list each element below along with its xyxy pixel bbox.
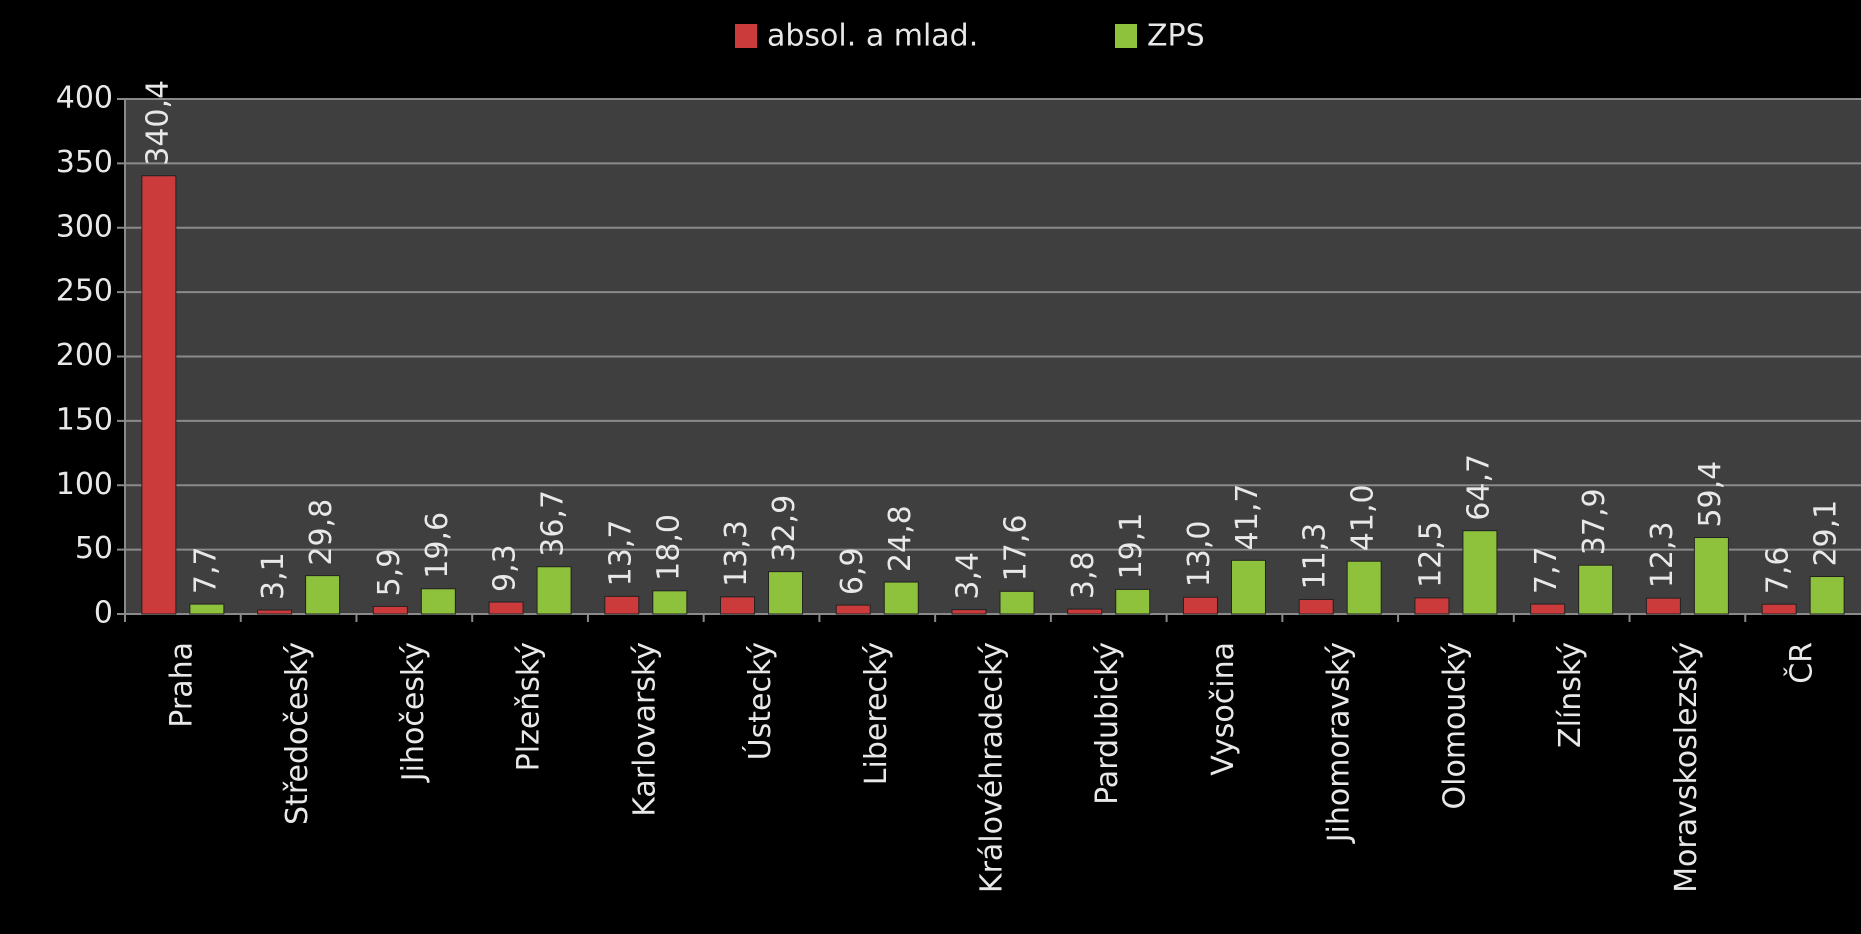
x-tick-label: Pardubický (1090, 642, 1125, 805)
y-tick-label: 400 (56, 81, 113, 116)
bar (1530, 603, 1566, 615)
bar (999, 590, 1035, 615)
bar (1182, 596, 1218, 615)
legend-label: absol. a mlad. (767, 19, 978, 54)
value-label: 340,4 (140, 80, 175, 166)
x-tick-label: Zlínský (1553, 642, 1588, 748)
x-tick-label: Jihočeský (396, 642, 431, 783)
legend-swatch (1115, 24, 1137, 48)
value-label: 41,7 (1230, 484, 1265, 551)
bar (1761, 603, 1797, 615)
bar (305, 575, 341, 615)
bar (141, 175, 177, 615)
legend-label: ZPS (1147, 19, 1205, 54)
y-tick-label: 150 (56, 402, 113, 437)
value-label: 13,3 (719, 520, 754, 587)
value-label: 29,8 (304, 499, 339, 566)
bar (1067, 608, 1103, 615)
y-tick-label: 100 (56, 467, 113, 502)
x-tick-label: Středočeský (280, 642, 315, 825)
y-tick-label: 350 (56, 145, 113, 180)
value-label: 7,7 (188, 546, 223, 594)
value-label: 19,1 (1114, 513, 1149, 580)
y-tick-label: 0 (94, 596, 113, 631)
value-label: 12,3 (1645, 521, 1680, 588)
bar (372, 605, 408, 615)
bar (1346, 560, 1382, 615)
x-tick-label: Praha (164, 642, 199, 728)
y-tick-label: 200 (56, 338, 113, 373)
x-tick-label: Plzeňský (512, 642, 547, 771)
value-label: 3,1 (256, 552, 291, 600)
value-label: 7,6 (1761, 546, 1796, 594)
bar (1298, 598, 1334, 615)
bar (768, 571, 804, 615)
bar (420, 588, 456, 615)
value-label: 13,7 (603, 520, 638, 587)
bar (835, 604, 871, 615)
value-label: 6,9 (835, 547, 870, 595)
bar (488, 601, 524, 615)
value-label: 3,4 (951, 552, 986, 600)
legend-swatch (735, 24, 757, 48)
value-label: 24,8 (883, 505, 918, 572)
x-tick-label: Královéhradecký (975, 642, 1010, 893)
x-tick-label: Jihomoravský (1322, 642, 1357, 844)
bar (720, 596, 756, 615)
value-label: 36,7 (536, 490, 571, 557)
bar (1693, 537, 1729, 615)
x-tick-label: Olomoucký (1437, 642, 1472, 809)
value-label: 41,0 (1346, 484, 1381, 551)
bar (1645, 597, 1681, 615)
x-tick-label: ČR (1783, 642, 1820, 684)
value-label: 12,5 (1413, 521, 1448, 588)
x-tick-label: Liberecký (859, 642, 894, 785)
y-tick-label: 250 (56, 274, 113, 309)
bar (1115, 588, 1151, 615)
value-label: 17,6 (999, 515, 1034, 582)
x-tick-label: Vysočina (1206, 642, 1241, 776)
value-label: 18,0 (651, 514, 686, 581)
bar (257, 609, 293, 615)
bar (1578, 564, 1614, 615)
value-label: 59,4 (1693, 461, 1728, 528)
x-tick-label: Ústecký (741, 642, 778, 760)
bar (1230, 559, 1266, 615)
bar (604, 595, 640, 615)
bar (951, 609, 987, 615)
bar (1462, 530, 1498, 615)
value-label: 32,9 (767, 495, 802, 562)
x-tick-label: Karlovarský (627, 642, 662, 817)
value-label: 5,9 (372, 549, 407, 597)
value-label: 7,7 (1529, 546, 1564, 594)
bar (1414, 597, 1450, 615)
value-label: 19,6 (420, 512, 455, 579)
bar (189, 603, 225, 615)
value-label: 11,3 (1298, 523, 1333, 590)
value-label: 3,8 (1066, 551, 1101, 599)
bar (883, 581, 919, 615)
value-label: 64,7 (1461, 454, 1496, 521)
value-label: 37,9 (1577, 488, 1612, 555)
value-label: 13,0 (1182, 520, 1217, 587)
value-label: 9,3 (488, 544, 523, 592)
y-tick-label: 50 (75, 531, 113, 566)
bar (536, 566, 572, 615)
bar (652, 590, 688, 615)
y-tick-label: 300 (56, 209, 113, 244)
bar (1809, 576, 1845, 615)
x-tick-label: Moravskoslezský (1669, 642, 1704, 893)
value-label: 29,1 (1809, 500, 1844, 567)
